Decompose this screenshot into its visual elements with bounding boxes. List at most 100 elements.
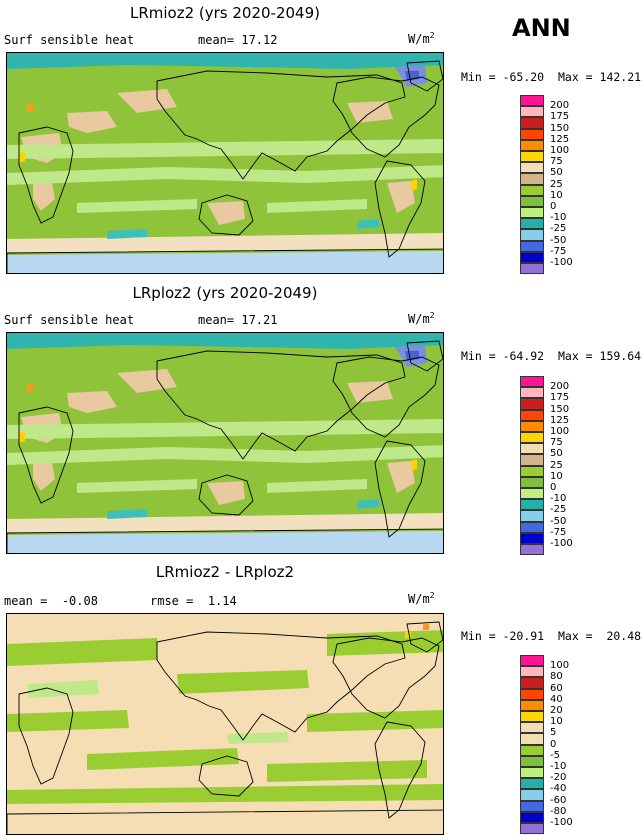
colorbar-swatch <box>520 409 544 421</box>
colorbar-swatch <box>520 443 544 455</box>
contour-fill <box>33 457 55 491</box>
rmse-label: rmse = 1.14 <box>150 594 237 608</box>
units-label: W/m2 <box>408 311 435 326</box>
colorbar-tick-label: -50 <box>550 515 567 527</box>
contour-fill <box>107 509 147 519</box>
mean-label: mean = -0.08 <box>4 594 98 608</box>
world-map <box>7 614 443 834</box>
season-label: ANN <box>512 14 571 42</box>
colorbar-tick-label: 100 <box>550 426 570 437</box>
contour-fill <box>411 459 417 471</box>
colorbar-swatch <box>520 387 544 399</box>
panel-title: LRmioz2 - LRploz2 <box>155 563 295 581</box>
colorbar-swatch <box>520 420 544 432</box>
colorbar-swatch <box>520 699 544 711</box>
coastline <box>7 528 443 553</box>
min-value: -64.92 <box>502 349 545 363</box>
contour-fill <box>357 219 379 229</box>
contour-fill <box>357 499 379 509</box>
colorbar-swatch <box>520 767 544 779</box>
colorbar-swatch <box>520 465 544 477</box>
variable-label: Surf sensible heat <box>4 33 135 47</box>
colorbar-tick-label: 20 <box>550 705 563 716</box>
colorbar-swatch <box>520 173 544 185</box>
colorbar-tick-label: -10 <box>550 493 567 505</box>
colorbar-swatch <box>520 139 544 151</box>
variable-label: Surf sensible heat <box>4 313 135 327</box>
coastline <box>18 126 74 224</box>
coastline <box>7 809 443 834</box>
coastline <box>332 356 440 438</box>
colorbar-swatch <box>520 128 544 140</box>
contour-fill <box>347 101 393 123</box>
colorbar-tick-label: 100 <box>550 145 570 156</box>
colorbar-swatch <box>520 251 544 263</box>
colorbar-tick-label: -75 <box>550 245 567 257</box>
contour-fill <box>207 201 245 225</box>
colorbar-swatch <box>520 106 544 118</box>
colorbar-tick-label: -100 <box>550 257 573 268</box>
contour-fill <box>7 445 443 465</box>
colorbar-tick-label: 25 <box>550 459 563 471</box>
mean-value: -0.08 <box>61 594 98 608</box>
contour-fill <box>423 624 429 630</box>
units-label: W/m2 <box>408 31 435 46</box>
colorbar-tick-label: -50 <box>550 234 567 246</box>
colorbar-swatch <box>520 95 544 107</box>
min-value: -20.91 <box>502 629 545 643</box>
colorbar-swatch <box>520 117 544 129</box>
contour-fill <box>387 181 415 213</box>
colorbar-swatch <box>520 376 544 388</box>
colorbar-swatch <box>520 744 544 756</box>
max-value: 142.21 <box>599 70 642 84</box>
colorbar-swatch <box>520 722 544 734</box>
contour-fill <box>387 461 415 493</box>
contour-fill <box>227 732 289 744</box>
min-value: -65.20 <box>502 70 545 84</box>
map-plot <box>6 52 444 274</box>
colorbar-swatch <box>520 229 544 241</box>
min-max-readout: Min = -20.91 Max = 20.48 <box>461 629 642 643</box>
colorbar-tick-label: -20 <box>550 772 567 784</box>
mean-label: mean= 17.12 <box>198 33 278 47</box>
colorbar-tick-label: 0 <box>550 201 557 212</box>
max-value: 20.48 <box>606 629 642 643</box>
contour-fill <box>77 479 197 493</box>
contour-fill <box>7 53 443 69</box>
contour-fill <box>67 111 117 133</box>
colorbar-swatch <box>520 778 544 790</box>
contour-fill <box>177 670 309 694</box>
colorbar-swatch <box>520 823 544 835</box>
colorbar-swatch <box>520 488 544 500</box>
coastline <box>18 687 74 785</box>
map-plot <box>6 332 444 554</box>
contour-fill <box>87 748 239 770</box>
colorbar-tick-label: 0 <box>550 482 557 493</box>
coastline <box>406 60 443 92</box>
colorbar-tick-label: 75 <box>550 437 563 449</box>
contour-fill <box>27 680 99 698</box>
colorbar-swatch <box>520 207 544 219</box>
colorbar-swatch <box>520 789 544 801</box>
contour-fill <box>307 710 443 732</box>
colorbar-tick-label: 80 <box>550 671 563 683</box>
coastline <box>198 755 254 797</box>
contour-fill <box>19 151 25 163</box>
map-plot <box>6 613 444 835</box>
panel-title: LRmioz2 (yrs 2020-2049) <box>129 4 320 22</box>
colorbar-swatch <box>520 688 544 700</box>
rmse-value: 1.14 <box>207 594 237 608</box>
colorbar-swatch <box>520 499 544 511</box>
contour-fill <box>77 199 197 213</box>
colorbar-swatch <box>520 521 544 533</box>
contour-fill <box>347 381 393 403</box>
contour-fill <box>7 251 443 273</box>
coastline <box>198 194 254 236</box>
contour-fill <box>267 479 367 493</box>
min-max-readout: Min = -64.92 Max = 159.64 <box>461 349 642 363</box>
colorbar-tick-label: 50 <box>550 167 563 179</box>
colorbar-tick-label: 10 <box>550 470 563 482</box>
contour-fill <box>7 531 443 553</box>
colorbar-tick-label: -75 <box>550 526 567 538</box>
colorbar-tick-label: 150 <box>550 403 570 415</box>
